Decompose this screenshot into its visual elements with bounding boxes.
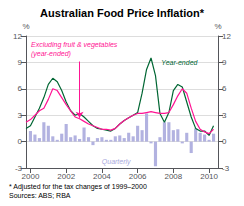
svg-text:3: 3	[222, 111, 227, 120]
svg-text:* Adjusted for the tax changes: * Adjusted for the tax changes of 1999–2…	[9, 183, 147, 191]
svg-text:0: 0	[18, 137, 23, 146]
svg-text:Australian Food Price Inflatio: Australian Food Price Inflation*	[40, 7, 205, 19]
svg-text:2004: 2004	[93, 172, 111, 181]
svg-text:12: 12	[13, 32, 22, 41]
svg-text:9: 9	[222, 58, 227, 67]
svg-text:Quarterly: Quarterly	[102, 158, 131, 166]
svg-text:Excluding fruit & vegetables: Excluding fruit & vegetables	[31, 41, 118, 49]
svg-text:(year-ended): (year-ended)	[31, 50, 71, 58]
svg-text:Year-ended: Year-ended	[161, 59, 198, 66]
svg-text:3: 3	[18, 111, 23, 120]
svg-text:2006: 2006	[129, 172, 147, 181]
svg-text:2002: 2002	[57, 172, 75, 181]
svg-text:Sources: ABS; RBA: Sources: ABS; RBA	[9, 192, 71, 199]
svg-text:-3: -3	[14, 163, 22, 173]
svg-text:2010: 2010	[200, 172, 218, 181]
svg-text:0: 0	[222, 137, 227, 146]
svg-text:6: 6	[18, 84, 23, 93]
svg-text:6: 6	[222, 84, 227, 93]
svg-text:2008: 2008	[164, 172, 182, 181]
svg-text:%: %	[22, 22, 29, 31]
svg-text:9: 9	[18, 58, 23, 67]
svg-text:2000: 2000	[22, 172, 40, 181]
svg-text:-3: -3	[222, 164, 230, 173]
svg-text:%: %	[214, 22, 221, 31]
svg-text:12: 12	[222, 32, 231, 41]
